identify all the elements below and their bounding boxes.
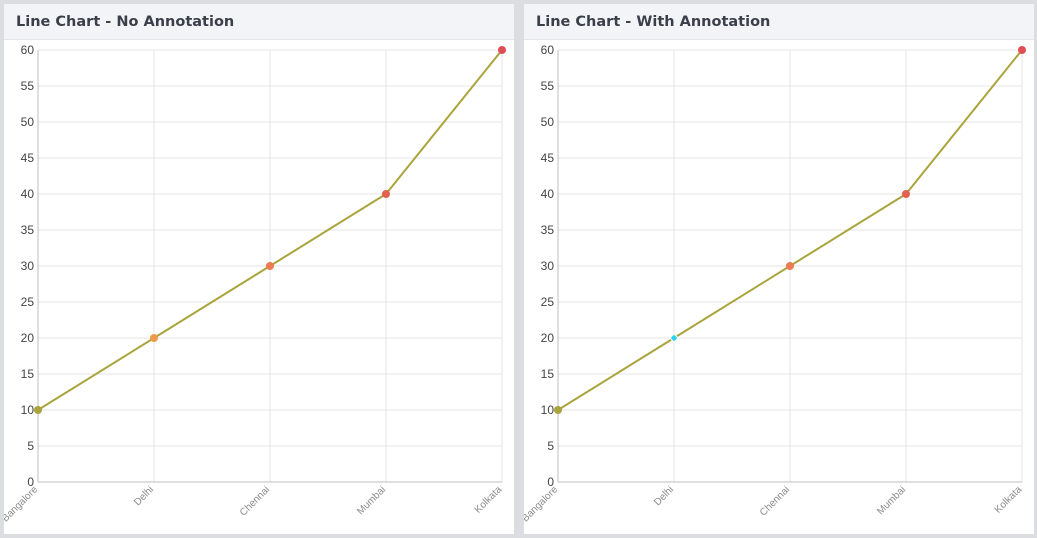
data-point: [150, 334, 158, 342]
y-tick-label: 40: [541, 187, 555, 201]
y-tick-label: 5: [547, 439, 554, 453]
annotation-marker: [669, 333, 679, 343]
y-tick-label: 20: [21, 331, 35, 345]
y-tick-label: 35: [541, 223, 555, 237]
y-tick-label: 10: [541, 403, 555, 417]
x-tick-label: Kolkata: [473, 484, 505, 516]
chart-panel-with-annotation: Line Chart - With Annotation 0 5 10 15 20 25 3…: [524, 4, 1034, 534]
y-tick-label: 60: [541, 43, 555, 57]
x-tick-label: Kolkata: [993, 484, 1025, 516]
x-tick-label: Chennai: [238, 484, 272, 518]
y-tick-label: 20: [541, 331, 555, 345]
panel-title: Line Chart - With Annotation: [524, 4, 1034, 40]
data-point: [1018, 46, 1026, 54]
data-point: [382, 190, 390, 198]
y-tick-label: 45: [21, 151, 35, 165]
y-tick-label: 40: [21, 187, 35, 201]
x-tick-label: Delhi: [132, 484, 156, 508]
y-tick-label: 5: [27, 439, 34, 453]
line-chart-no-annotation: 0 5 10 15 20 25 30 35 40 45 50 55 60 Bangalore Delhi Ch…: [4, 43, 506, 524]
y-tick-label: 55: [541, 79, 555, 93]
data-point: [266, 262, 274, 270]
x-tick-label: Bangalore: [4, 484, 40, 524]
data-point: [34, 406, 42, 414]
chart-panel-no-annotation: Line Chart - No Annotation 0 5 10 15 20 25 30 3…: [4, 4, 514, 534]
y-tick-label: 0: [27, 475, 34, 489]
y-tick-label: 15: [21, 367, 35, 381]
y-tick-label: 30: [21, 259, 35, 273]
y-tick-label: 10: [21, 403, 35, 417]
y-tick-label: 50: [541, 115, 555, 129]
x-tick-label: Bangalore: [524, 484, 560, 524]
y-tick-label: 50: [21, 115, 35, 129]
y-tick-label: 30: [541, 259, 555, 273]
y-tick-label: 25: [541, 295, 555, 309]
y-tick-label: 15: [541, 367, 555, 381]
y-tick-label: 0: [547, 475, 554, 489]
data-point: [498, 46, 506, 54]
x-tick-label: Chennai: [758, 484, 792, 518]
x-tick-label: Mumbai: [355, 484, 388, 517]
data-point: [786, 262, 794, 270]
panel-title: Line Chart - No Annotation: [4, 4, 514, 40]
y-tick-label: 60: [21, 43, 35, 57]
data-point: [902, 190, 910, 198]
x-tick-label: Delhi: [652, 484, 676, 508]
line-chart-with-annotation: 0 5 10 15 20 25 30 35 40 45 50 55 60 Bangalore Delhi Ch…: [524, 43, 1026, 524]
y-tick-label: 55: [21, 79, 35, 93]
y-tick-label: 45: [541, 151, 555, 165]
data-point: [554, 406, 562, 414]
x-tick-label: Mumbai: [875, 484, 908, 517]
y-tick-label: 25: [21, 295, 35, 309]
y-tick-label: 35: [21, 223, 35, 237]
